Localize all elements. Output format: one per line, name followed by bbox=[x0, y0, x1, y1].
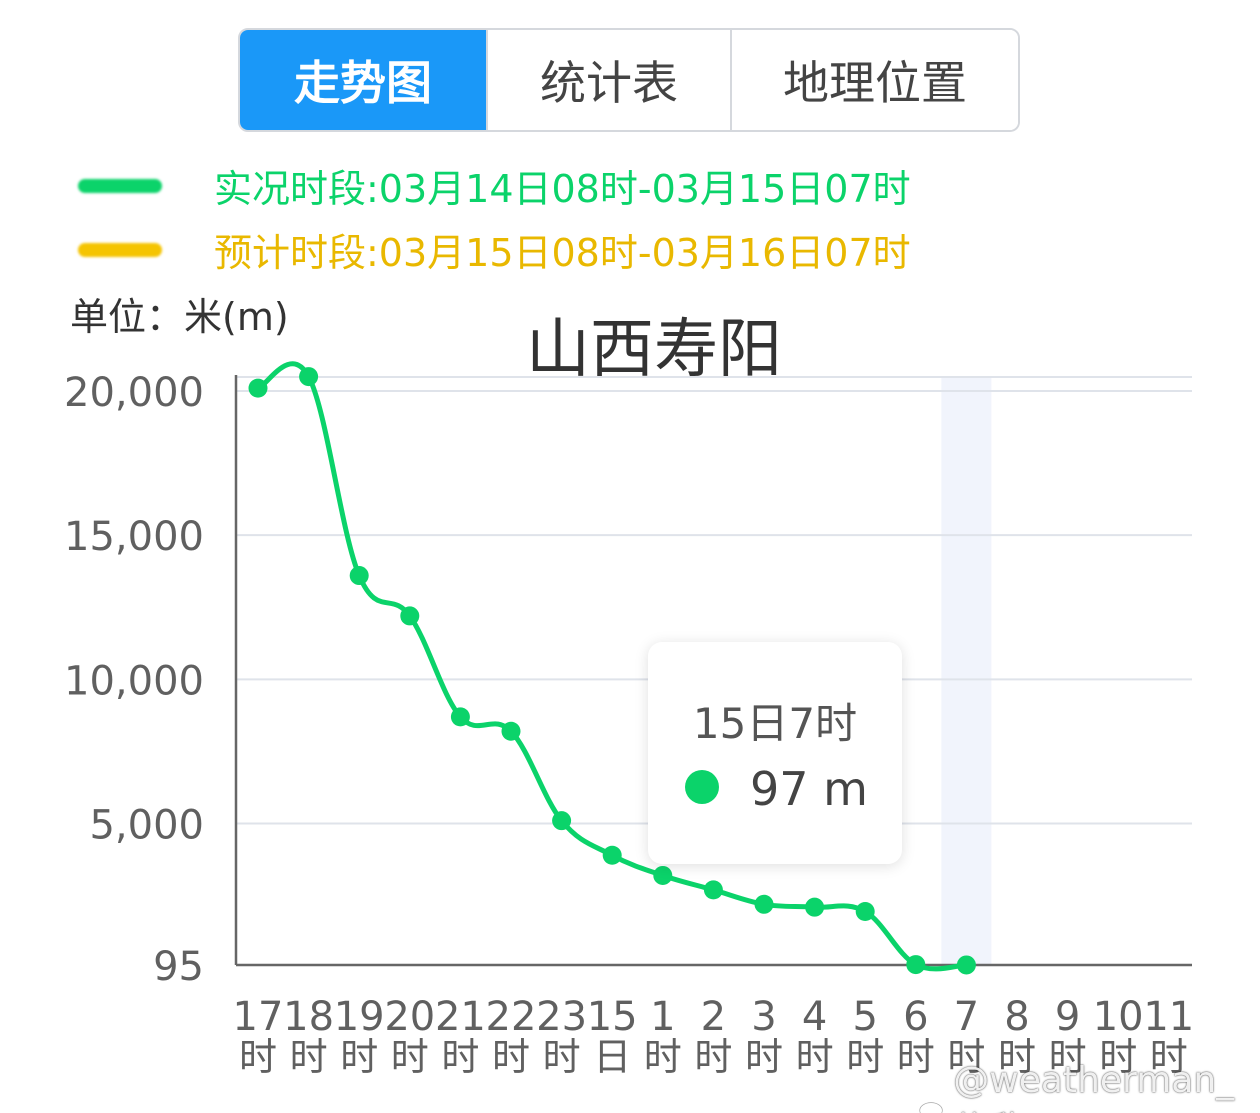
x-tick-label: 3 bbox=[751, 994, 776, 1040]
x-tick-label: 时 bbox=[1150, 1035, 1188, 1079]
x-tick-label: 时 bbox=[290, 1035, 328, 1079]
legend-observed-swatch bbox=[78, 178, 162, 193]
x-tick-label: 11 bbox=[1143, 994, 1194, 1040]
x-tick-label: 时 bbox=[1049, 1035, 1087, 1079]
data-point bbox=[450, 707, 470, 727]
data-point bbox=[906, 955, 926, 975]
x-tick-label: 时 bbox=[543, 1035, 581, 1079]
x-tick-label: 19 bbox=[334, 994, 385, 1040]
legend-observed: 实况时段:03月14日08时-03月15日07时 bbox=[78, 158, 911, 213]
tooltip-series-dot bbox=[685, 770, 719, 804]
x-tick-label: 15 bbox=[587, 994, 638, 1040]
x-tick-label: 18 bbox=[283, 994, 334, 1040]
data-point bbox=[501, 721, 521, 741]
x-tick-label: 1 bbox=[650, 994, 675, 1040]
weibo-icon bbox=[918, 1095, 947, 1113]
y-tick-label: 20,000 bbox=[64, 370, 204, 416]
x-tick-label: 2 bbox=[701, 994, 726, 1040]
x-tick-label: 8 bbox=[1004, 994, 1029, 1040]
data-point bbox=[653, 865, 673, 885]
data-point bbox=[248, 378, 268, 398]
tab-trend-chart[interactable]: 走势图 bbox=[240, 30, 486, 130]
x-tick-label: 日 bbox=[593, 1035, 631, 1079]
x-tick-label: 6 bbox=[903, 994, 928, 1040]
x-tick-label: 时 bbox=[947, 1035, 985, 1079]
tooltip-value: 97 m bbox=[750, 762, 868, 816]
x-tick-label: 23 bbox=[536, 994, 587, 1040]
data-point bbox=[349, 566, 369, 586]
x-tick-label: 时 bbox=[239, 1035, 277, 1079]
tab-geo-location[interactable]: 地理位置 bbox=[730, 30, 1018, 130]
data-point bbox=[400, 606, 420, 626]
watermark: @weatherman_信欣 bbox=[918, 1060, 1260, 1113]
data-point bbox=[855, 902, 875, 922]
legend-forecast-label: 预计时段:03月15日08时-03月16日07时 bbox=[214, 231, 911, 275]
legend-forecast: 预计时段:03月15日08时-03月16日07时 bbox=[78, 222, 911, 277]
x-tick-label: 4 bbox=[802, 994, 827, 1040]
data-point bbox=[602, 845, 622, 865]
x-tick-label: 9 bbox=[1055, 994, 1080, 1040]
data-point bbox=[754, 894, 774, 914]
x-tick-label: 时 bbox=[1099, 1035, 1137, 1079]
y-tick-label: 10,000 bbox=[64, 658, 204, 704]
y-tick-label: 95 bbox=[153, 944, 204, 990]
x-tick-label: 10 bbox=[1093, 994, 1144, 1040]
legend-forecast-swatch bbox=[78, 242, 162, 257]
x-tick-label: 时 bbox=[694, 1035, 732, 1079]
x-tick-label: 时 bbox=[897, 1035, 935, 1079]
x-tick-label: 时 bbox=[745, 1035, 783, 1079]
x-tick-label: 22 bbox=[486, 994, 537, 1040]
watermark-text: @weatherman_信欣 bbox=[953, 1060, 1235, 1113]
x-tick-label: 20 bbox=[384, 994, 435, 1040]
data-point bbox=[703, 880, 723, 900]
data-tooltip: 15日7时 97 m bbox=[648, 642, 902, 864]
unit-label: 单位：米(m) bbox=[70, 295, 289, 339]
y-tick-label: 15,000 bbox=[64, 514, 204, 560]
data-point bbox=[956, 955, 976, 975]
data-point bbox=[299, 367, 319, 387]
view-tabs: 走势图 统计表 地理位置 bbox=[238, 28, 1020, 132]
tooltip-title: 15日7时 bbox=[692, 699, 858, 748]
tab-statistics-table[interactable]: 统计表 bbox=[486, 30, 730, 130]
x-tick-label: 7 bbox=[954, 994, 979, 1040]
x-tick-label: 时 bbox=[492, 1035, 530, 1079]
x-tick-label: 时 bbox=[391, 1035, 429, 1079]
highlight-band bbox=[941, 378, 992, 965]
x-tick-label: 时 bbox=[796, 1035, 834, 1079]
x-tick-label: 时 bbox=[644, 1035, 682, 1079]
x-tick-label: 时 bbox=[998, 1035, 1036, 1079]
x-tick-label: 17 bbox=[233, 994, 284, 1040]
legend-observed-label: 实况时段:03月14日08时-03月15日07时 bbox=[214, 167, 911, 211]
x-tick-label: 时 bbox=[846, 1035, 884, 1079]
data-point bbox=[552, 811, 572, 831]
x-tick-label: 21 bbox=[435, 994, 486, 1040]
x-tick-label: 时 bbox=[340, 1035, 378, 1079]
chart-title: 山西寿阳 bbox=[526, 313, 782, 387]
x-tick-label: 5 bbox=[852, 994, 877, 1040]
y-tick-label: 5,000 bbox=[89, 803, 204, 849]
x-tick-label: 时 bbox=[441, 1035, 479, 1079]
data-point bbox=[805, 897, 825, 917]
